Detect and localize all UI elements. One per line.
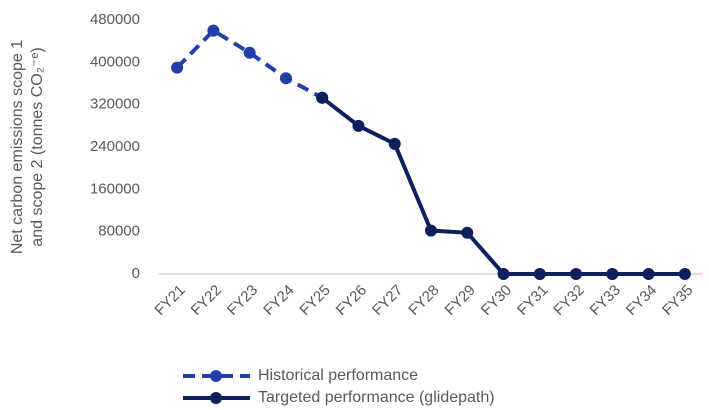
x-tick-label: FY26 bbox=[333, 282, 370, 319]
y-tick-label: 80000 bbox=[98, 223, 140, 240]
x-tick-label: FY34 bbox=[623, 282, 660, 319]
y-tick-label: 0 bbox=[132, 265, 140, 282]
x-tick-label: FY30 bbox=[478, 282, 515, 319]
y-tick-label: 320000 bbox=[90, 96, 140, 113]
y-tick-label: 160000 bbox=[90, 180, 140, 197]
legend-label: Historical performance bbox=[258, 367, 418, 384]
x-tick-label: FY35 bbox=[659, 282, 696, 319]
x-tick-label: FY28 bbox=[405, 282, 442, 319]
y-tick-label: 240000 bbox=[90, 138, 140, 155]
point bbox=[352, 119, 365, 132]
x-tick-label: FY25 bbox=[296, 282, 333, 319]
point bbox=[606, 268, 619, 280]
x-tick-label: FY32 bbox=[550, 282, 587, 319]
y-axis-label: Net carbon emissions scope 1 bbox=[9, 40, 26, 254]
point bbox=[316, 91, 329, 104]
series-line bbox=[320, 96, 685, 276]
point bbox=[570, 268, 583, 280]
legend-marker bbox=[210, 392, 222, 404]
point bbox=[497, 268, 510, 280]
series-line bbox=[175, 28, 324, 100]
legend-label: Targeted performance (glidepath) bbox=[258, 389, 495, 406]
point bbox=[388, 137, 401, 150]
point bbox=[207, 24, 220, 37]
x-tick-label: FY22 bbox=[188, 282, 225, 319]
point bbox=[533, 268, 546, 280]
point bbox=[461, 226, 474, 239]
x-tick-label: FY21 bbox=[151, 282, 188, 319]
x-tick-label: FY24 bbox=[260, 282, 297, 319]
point bbox=[642, 268, 655, 280]
point bbox=[243, 46, 256, 59]
x-tick-label: FY23 bbox=[224, 282, 261, 319]
x-tick-label: FY27 bbox=[369, 282, 406, 319]
x-tick-label: FY33 bbox=[587, 282, 624, 319]
point bbox=[425, 224, 437, 237]
legend-marker bbox=[210, 370, 222, 382]
y-tick-label: 400000 bbox=[90, 53, 140, 70]
y-axis-label: and scope 2 (tonnes CO₂⁻ᵉ) bbox=[29, 47, 46, 246]
point bbox=[279, 72, 292, 85]
point bbox=[678, 268, 691, 280]
point bbox=[171, 61, 184, 74]
y-tick-label: 480000 bbox=[90, 11, 140, 28]
x-tick-label: FY29 bbox=[442, 282, 479, 319]
x-tick-label: FY31 bbox=[514, 282, 551, 319]
